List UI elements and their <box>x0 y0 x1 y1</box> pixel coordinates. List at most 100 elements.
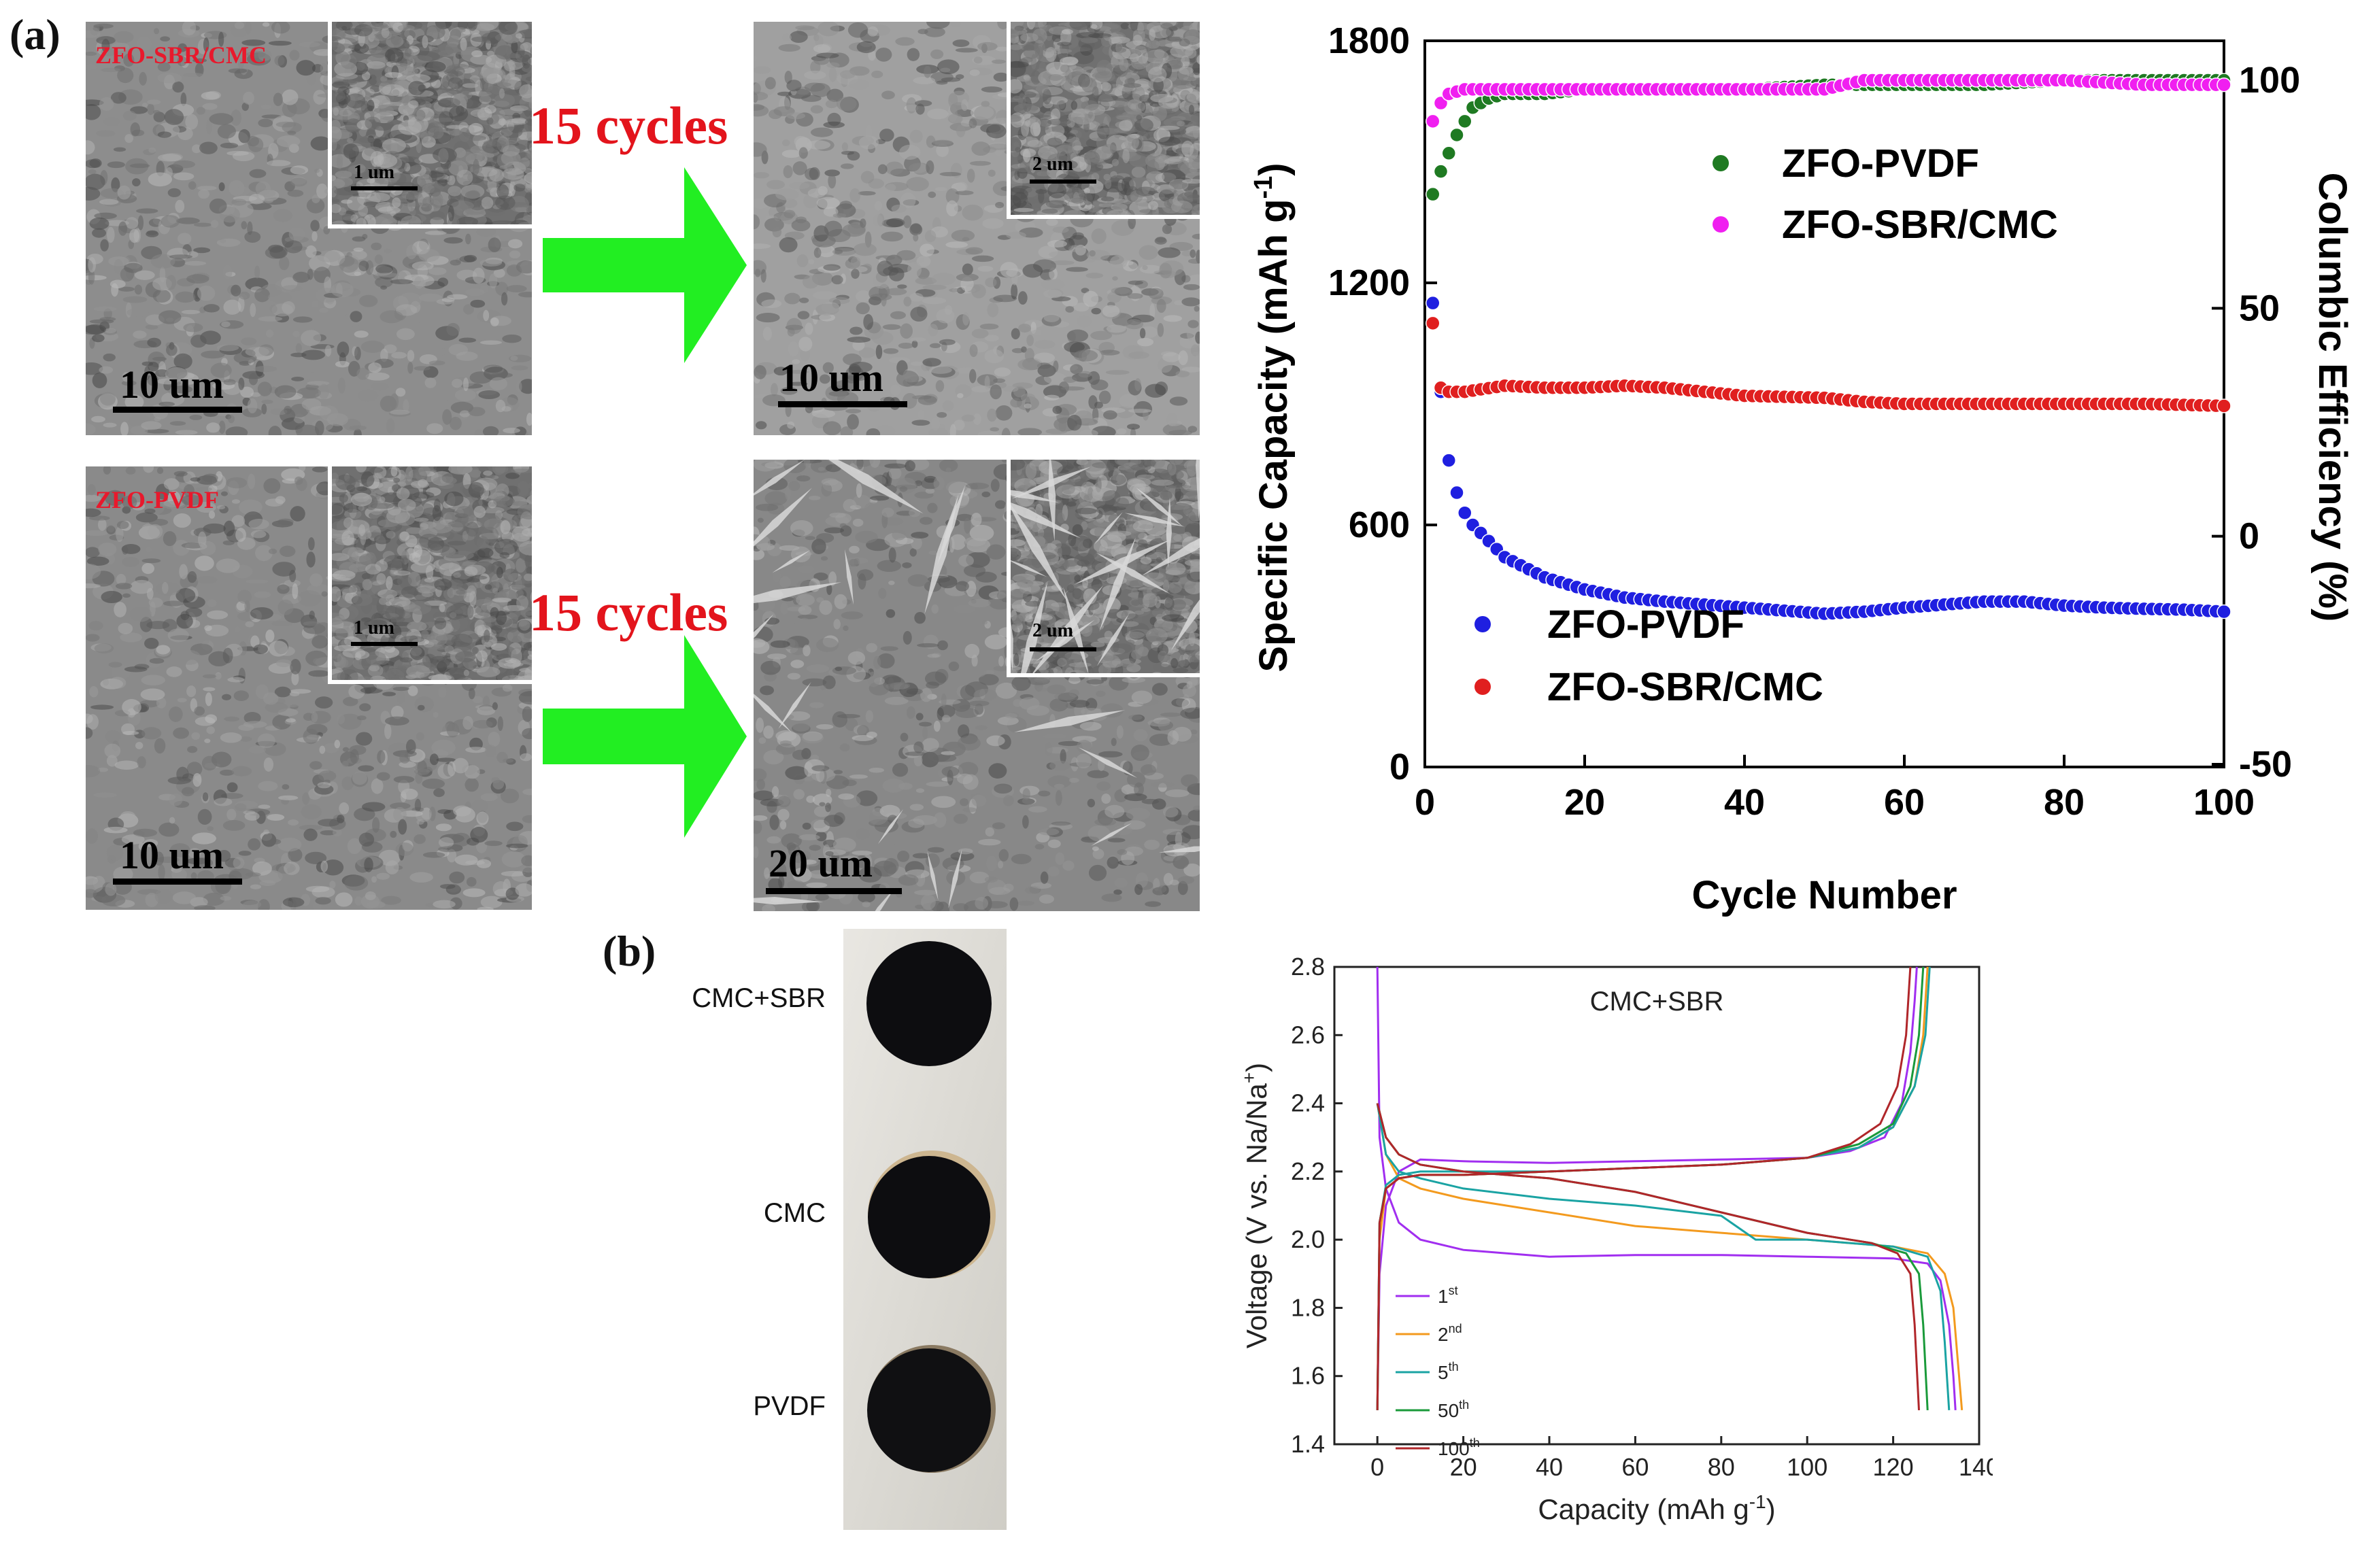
sem-grain <box>1149 29 1156 41</box>
sem-grain <box>1101 214 1110 215</box>
sem-grain <box>935 380 945 392</box>
sem-grain <box>89 217 109 230</box>
sem-grain <box>93 23 114 29</box>
sem-grain <box>1109 255 1128 269</box>
sem-grain <box>1091 173 1100 182</box>
sem-grain <box>433 900 456 909</box>
sem-grain <box>1101 143 1117 154</box>
sem-grain <box>306 197 325 214</box>
sem-grain <box>915 103 925 115</box>
sem-grain <box>460 216 475 222</box>
sem-grain <box>284 405 292 415</box>
sem-grain <box>185 114 199 130</box>
sem-grain <box>156 467 164 475</box>
sem-grain <box>422 851 445 858</box>
sem-grain <box>1146 39 1160 49</box>
sem-grain <box>942 400 954 411</box>
sem-grain <box>154 738 166 754</box>
sem-grain <box>917 409 925 420</box>
sem-grain <box>909 223 923 236</box>
sem-grain <box>1130 53 1139 63</box>
sem-grain <box>985 277 997 288</box>
sem-grain <box>204 738 211 743</box>
sem-grain <box>304 372 321 380</box>
sem-grain <box>86 104 101 120</box>
sem-grain <box>86 494 101 502</box>
sem-grain <box>192 144 201 154</box>
sem-grain <box>188 181 197 190</box>
sem-grain <box>487 50 495 57</box>
sem-grain <box>937 59 960 75</box>
sem-grain <box>993 378 1006 384</box>
sem-grain <box>181 494 203 506</box>
sem-grain <box>477 706 496 715</box>
sem-grain <box>274 385 297 399</box>
sem-grain <box>196 502 216 513</box>
sem-grain <box>760 269 766 283</box>
sem-grain <box>446 722 460 738</box>
sem-grain <box>175 199 185 214</box>
sem-grain <box>99 199 119 205</box>
sem-grain <box>786 80 802 92</box>
sem-grain <box>993 72 1009 82</box>
sem-grain <box>333 107 339 116</box>
sem-grain <box>375 273 399 277</box>
sem-grain <box>454 388 476 401</box>
sem-grain <box>910 361 924 366</box>
sem-grain <box>88 269 95 285</box>
sem-grain <box>829 296 850 305</box>
sem-grain <box>951 229 975 242</box>
sem-grain <box>237 58 244 69</box>
sem-grain <box>231 499 240 504</box>
sem-grain <box>781 150 802 158</box>
sem-grain <box>1028 117 1041 129</box>
sem-grain <box>913 76 936 84</box>
sem-grain <box>321 591 328 597</box>
sem-grain <box>354 271 361 276</box>
sem-grain <box>386 418 395 434</box>
sem-grain <box>280 545 296 558</box>
sem-grain <box>811 409 836 418</box>
sem-grain <box>403 399 409 413</box>
sem-grain <box>1183 284 1200 290</box>
sem-grain <box>519 865 532 873</box>
sem-grain <box>368 362 382 373</box>
sem-grain <box>484 840 503 847</box>
sem-grain <box>456 105 465 116</box>
sem-grain <box>130 122 141 137</box>
sem-grain <box>841 150 854 155</box>
sem-grain <box>1096 216 1107 219</box>
sem-grain <box>86 173 105 190</box>
sem-grain <box>414 834 426 845</box>
sem-grain <box>858 135 879 150</box>
sem-grain <box>438 226 449 228</box>
sem-grain <box>788 381 808 386</box>
sem-grain <box>511 118 527 124</box>
sem-grain <box>1187 258 1200 264</box>
sem-grain <box>883 348 899 354</box>
sem-grain <box>158 864 165 881</box>
sem-grain <box>166 344 178 356</box>
sem-grain <box>817 245 835 258</box>
sem-grain <box>290 658 301 675</box>
sem-grain <box>467 22 478 31</box>
sem-grain <box>107 226 115 243</box>
sem-grain <box>924 65 932 78</box>
sem-grain <box>1169 396 1188 406</box>
sem-grain <box>1188 104 1195 115</box>
sem-grain <box>148 172 172 187</box>
sem-grain <box>407 685 418 696</box>
sem-grain <box>156 581 181 596</box>
sem-grain <box>871 331 894 345</box>
sem-grain <box>222 820 246 831</box>
sem-grain <box>762 326 772 341</box>
sem-grain <box>1119 57 1129 71</box>
sem-grain <box>318 819 340 827</box>
sem-grain <box>270 408 288 415</box>
sem-grain <box>250 530 267 539</box>
sem-grain <box>381 896 401 905</box>
sem-grain <box>258 899 270 910</box>
sem-grain <box>977 266 994 272</box>
sem-grain <box>961 99 968 112</box>
sem-grain <box>125 466 136 475</box>
